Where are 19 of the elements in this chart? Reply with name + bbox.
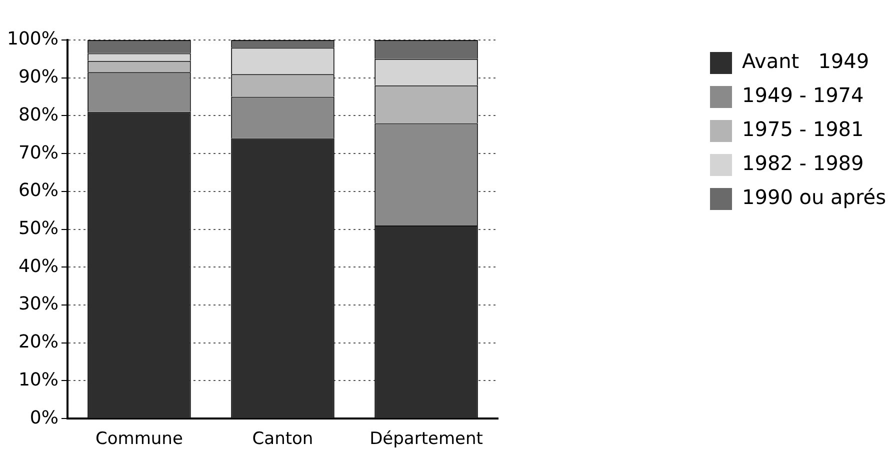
y-tick-label: 50%: [18, 218, 58, 239]
y-tick-label: 90%: [18, 66, 58, 88]
y-tick-label: 20%: [18, 332, 58, 353]
y-tick-label: 0%: [30, 407, 58, 428]
x-tick-label: Département: [370, 429, 484, 450]
y-tick-label: 30%: [18, 294, 58, 315]
legend-label: 1975 - 1981: [742, 117, 864, 142]
y-tick-label: 40%: [18, 256, 58, 277]
legend-label: 1990 ou aprés: [742, 185, 886, 210]
x-tick-label: Commune: [96, 429, 183, 450]
y-tick-label: 10%: [18, 369, 58, 390]
y-tick-label: 70%: [18, 142, 58, 164]
x-tick-label: Canton: [252, 429, 314, 450]
y-tick-label: 60%: [18, 180, 58, 202]
legend-label: 1949 - 1974: [742, 83, 864, 108]
y-tick-label: 80%: [18, 104, 58, 126]
legend-label: Avant 1949: [742, 49, 870, 74]
y-tick-label: 100%: [6, 28, 58, 50]
legend-label: 1982 - 1989: [742, 151, 864, 176]
